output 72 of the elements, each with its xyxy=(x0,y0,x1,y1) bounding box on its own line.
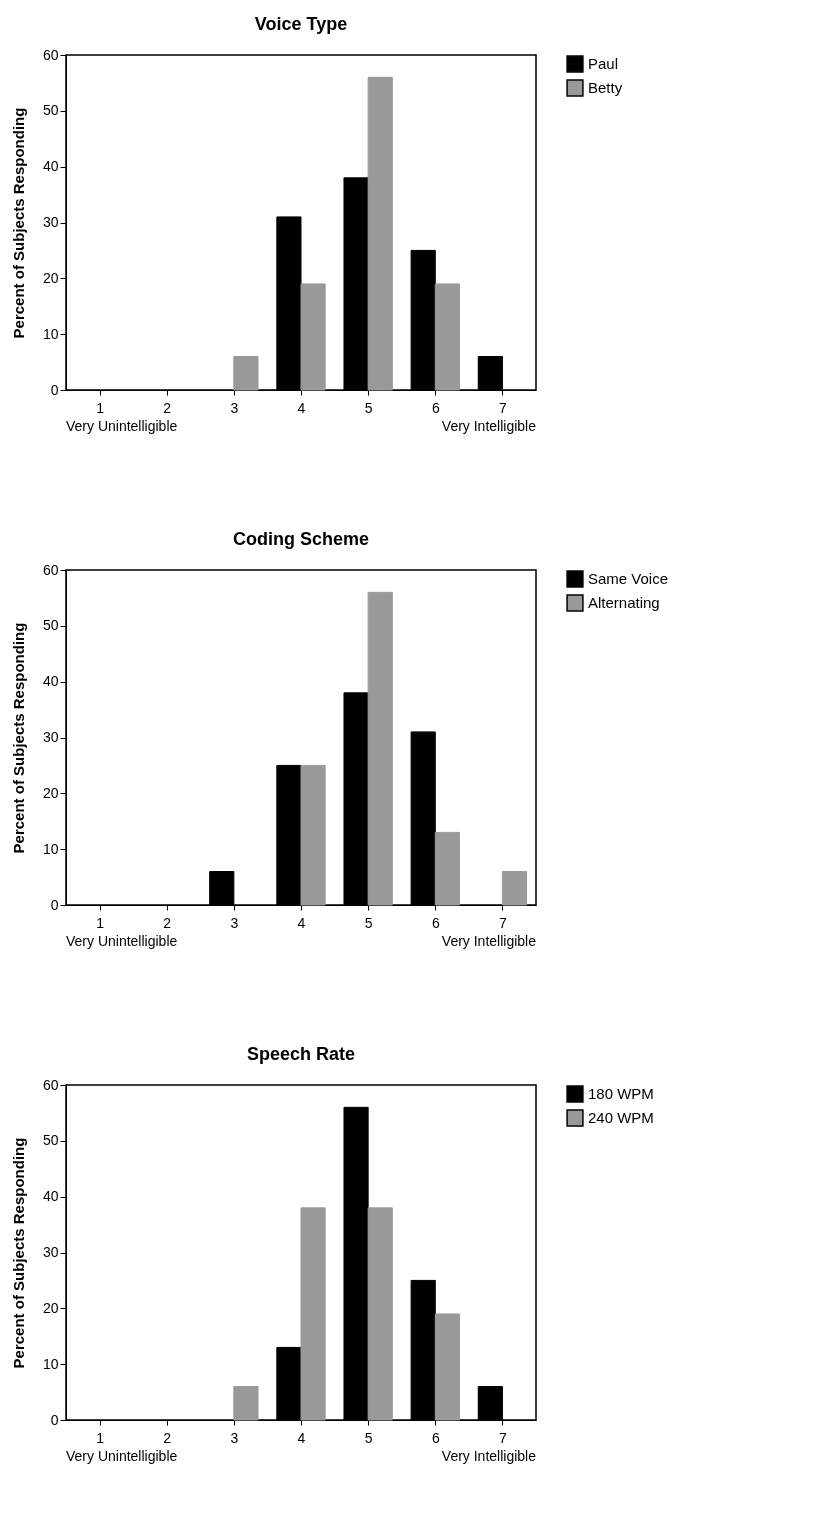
y-tick-label: 60 xyxy=(42,46,59,63)
text: Very Intelligible xyxy=(441,933,537,949)
text: Very Unintelligible xyxy=(66,418,178,434)
bar xyxy=(233,1386,259,1421)
bar xyxy=(233,356,259,391)
legend-label: 180 WPM xyxy=(588,1085,654,1102)
y-tick-label: 10 xyxy=(42,840,59,857)
y-tick-label: 0 xyxy=(50,381,59,398)
y-tick-label: 20 xyxy=(42,1299,59,1316)
bar xyxy=(300,764,326,906)
chart-title: Speech Rate xyxy=(246,1044,356,1064)
bar xyxy=(501,871,528,906)
legend-label: 240 WPM xyxy=(588,1109,654,1126)
bar xyxy=(434,1313,460,1421)
y-tick-label: 40 xyxy=(42,673,59,690)
y-tick-label: 30 xyxy=(42,1244,59,1260)
legend-label: Alternating xyxy=(588,594,660,611)
y-tick-label: 10 xyxy=(42,325,59,342)
x-tick-label: 3 xyxy=(230,914,239,931)
y-tick-label: 40 xyxy=(42,158,59,175)
x-tick-label: 5 xyxy=(364,1429,373,1446)
x-tick-label: 2 xyxy=(163,399,172,416)
y-tick-label: 40 xyxy=(42,1188,59,1205)
x-tick-label: 2 xyxy=(163,914,172,931)
bar xyxy=(367,1207,393,1421)
x-tick-label: 3 xyxy=(230,1429,239,1446)
y-tick-label: 50 xyxy=(42,102,59,119)
bar xyxy=(367,591,393,906)
bar xyxy=(300,1207,326,1421)
y-tick-label: 60 xyxy=(42,1076,59,1093)
legend-label: Paul xyxy=(588,55,619,72)
y-tick-label: 50 xyxy=(42,1132,59,1149)
bar xyxy=(367,76,393,391)
y-tick-label: 0 xyxy=(50,896,59,913)
text: Very Unintelligible xyxy=(66,933,178,949)
legend-label: Betty xyxy=(588,79,623,96)
chart-title: Voice Type xyxy=(254,14,348,34)
y-axis-title: Percent of Subjects Responding xyxy=(9,622,27,854)
bar xyxy=(434,283,460,391)
y-tick-label: 30 xyxy=(42,729,59,745)
y-tick-label: 0 xyxy=(50,1411,59,1428)
x-tick-label: 7 xyxy=(499,399,508,416)
legend-label: Same Voice xyxy=(588,570,669,587)
text: Very Unintelligible xyxy=(66,1448,178,1464)
x-tick-label: 5 xyxy=(364,914,373,931)
x-tick-label: 4 xyxy=(297,399,306,416)
x-tick-label: 3 xyxy=(230,399,239,416)
x-tick-label: 1 xyxy=(96,914,105,931)
x-tick-label: 2 xyxy=(163,1429,172,1446)
bar xyxy=(300,283,326,391)
x-tick-label: 6 xyxy=(431,399,440,416)
x-tick-label: 1 xyxy=(96,1429,105,1446)
x-tick-label: 7 xyxy=(499,914,508,931)
y-tick-label: 60 xyxy=(42,561,59,578)
y-tick-label: 10 xyxy=(42,1355,59,1372)
y-tick-label: 30 xyxy=(42,214,59,230)
x-tick-label: 1 xyxy=(96,399,105,416)
y-tick-label: 50 xyxy=(42,617,59,634)
x-tick-label: 6 xyxy=(431,1429,440,1446)
y-axis-title: Percent of Subjects Responding xyxy=(9,107,27,339)
x-tick-label: 6 xyxy=(431,914,440,931)
y-tick-label: 20 xyxy=(42,784,59,801)
x-tick-label: 7 xyxy=(499,1429,508,1446)
text: Very Intelligible xyxy=(441,418,537,434)
text: Very Intelligible xyxy=(441,1448,537,1464)
y-axis-title: Percent of Subjects Responding xyxy=(9,1137,27,1369)
bar xyxy=(434,831,460,906)
y-tick-label: 20 xyxy=(42,269,59,286)
chart-title: Coding Scheme xyxy=(232,529,370,549)
x-tick-label: 5 xyxy=(364,399,373,416)
x-tick-label: 4 xyxy=(297,1429,306,1446)
x-tick-label: 4 xyxy=(297,914,306,931)
